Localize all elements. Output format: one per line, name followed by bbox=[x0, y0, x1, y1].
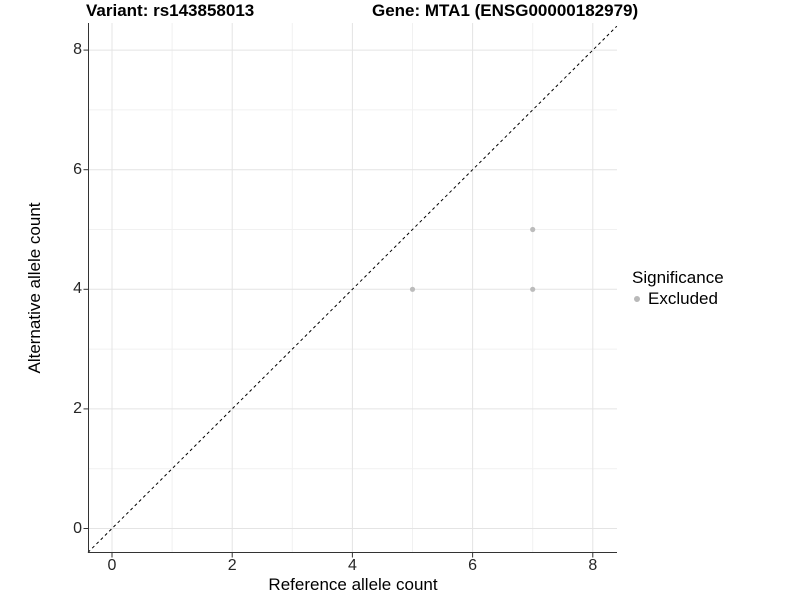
x-axis-title: Reference allele count bbox=[268, 575, 438, 594]
x-tick-label-6: 6 bbox=[468, 557, 478, 574]
legend-title: Significance bbox=[632, 268, 724, 287]
y-tick-label-4: 4 bbox=[73, 280, 82, 298]
legend-point-icon bbox=[634, 295, 640, 302]
legend-item-label: Excluded bbox=[648, 289, 718, 308]
plot-area-svg bbox=[83, 23, 618, 558]
legend-item-excluded: Excluded bbox=[632, 289, 724, 308]
y-axis-title: Alternative allele count bbox=[25, 202, 44, 374]
x-tick-label-2: 2 bbox=[227, 557, 237, 574]
data-point bbox=[530, 286, 536, 292]
data-point bbox=[530, 226, 536, 233]
legend-items: Excluded bbox=[632, 289, 724, 308]
y-tick-label-8: 8 bbox=[73, 41, 82, 59]
x-tick-label-4: 4 bbox=[347, 557, 357, 574]
plot-title-gene: Gene: MTA1 (ENSG00000182979) bbox=[372, 1, 639, 20]
y-tick-label-6: 6 bbox=[73, 160, 82, 178]
x-tick-label-0: 0 bbox=[107, 557, 117, 574]
plot-panel bbox=[83, 23, 618, 558]
y-tick-label-2: 2 bbox=[73, 399, 82, 417]
plot-title-variant: Variant: rs143858013 bbox=[86, 1, 255, 20]
y-tick-label-0: 0 bbox=[73, 519, 82, 537]
data-point bbox=[409, 286, 416, 292]
x-tick-label-8: 8 bbox=[588, 557, 598, 574]
identity-reference-line bbox=[87, 25, 618, 553]
legend: Significance Excluded bbox=[632, 268, 724, 308]
